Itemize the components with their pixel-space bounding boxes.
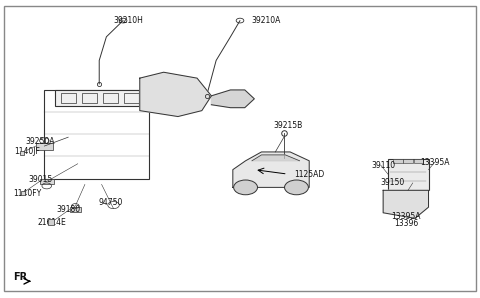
FancyBboxPatch shape — [404, 159, 413, 163]
Text: 94750: 94750 — [99, 198, 123, 207]
Text: FR: FR — [13, 271, 27, 282]
Text: 39210H: 39210H — [113, 16, 143, 25]
Text: 39210A: 39210A — [252, 16, 281, 25]
Text: 39150: 39150 — [381, 179, 405, 187]
Text: 39015: 39015 — [28, 176, 53, 184]
Text: 39180: 39180 — [56, 205, 80, 214]
Text: 1140JF: 1140JF — [15, 148, 41, 156]
Polygon shape — [252, 155, 300, 161]
Polygon shape — [383, 190, 429, 218]
FancyBboxPatch shape — [36, 142, 53, 150]
Text: 13396: 13396 — [394, 219, 418, 228]
Text: 1140FY: 1140FY — [13, 189, 42, 198]
Text: 39215B: 39215B — [273, 121, 302, 130]
Text: 39110: 39110 — [371, 161, 395, 170]
Text: 1125AD: 1125AD — [294, 170, 324, 179]
Polygon shape — [140, 72, 211, 117]
Circle shape — [234, 180, 257, 195]
FancyBboxPatch shape — [414, 159, 423, 163]
Text: 21614E: 21614E — [37, 218, 66, 227]
Polygon shape — [233, 152, 309, 187]
FancyBboxPatch shape — [55, 90, 139, 106]
FancyBboxPatch shape — [70, 207, 81, 212]
Text: 13395A: 13395A — [420, 158, 449, 167]
FancyBboxPatch shape — [388, 159, 429, 190]
FancyBboxPatch shape — [39, 179, 54, 184]
Text: 13395A: 13395A — [391, 212, 421, 221]
Text: 39250A: 39250A — [26, 137, 55, 146]
Polygon shape — [211, 90, 254, 108]
FancyBboxPatch shape — [393, 159, 403, 163]
Circle shape — [285, 180, 309, 195]
